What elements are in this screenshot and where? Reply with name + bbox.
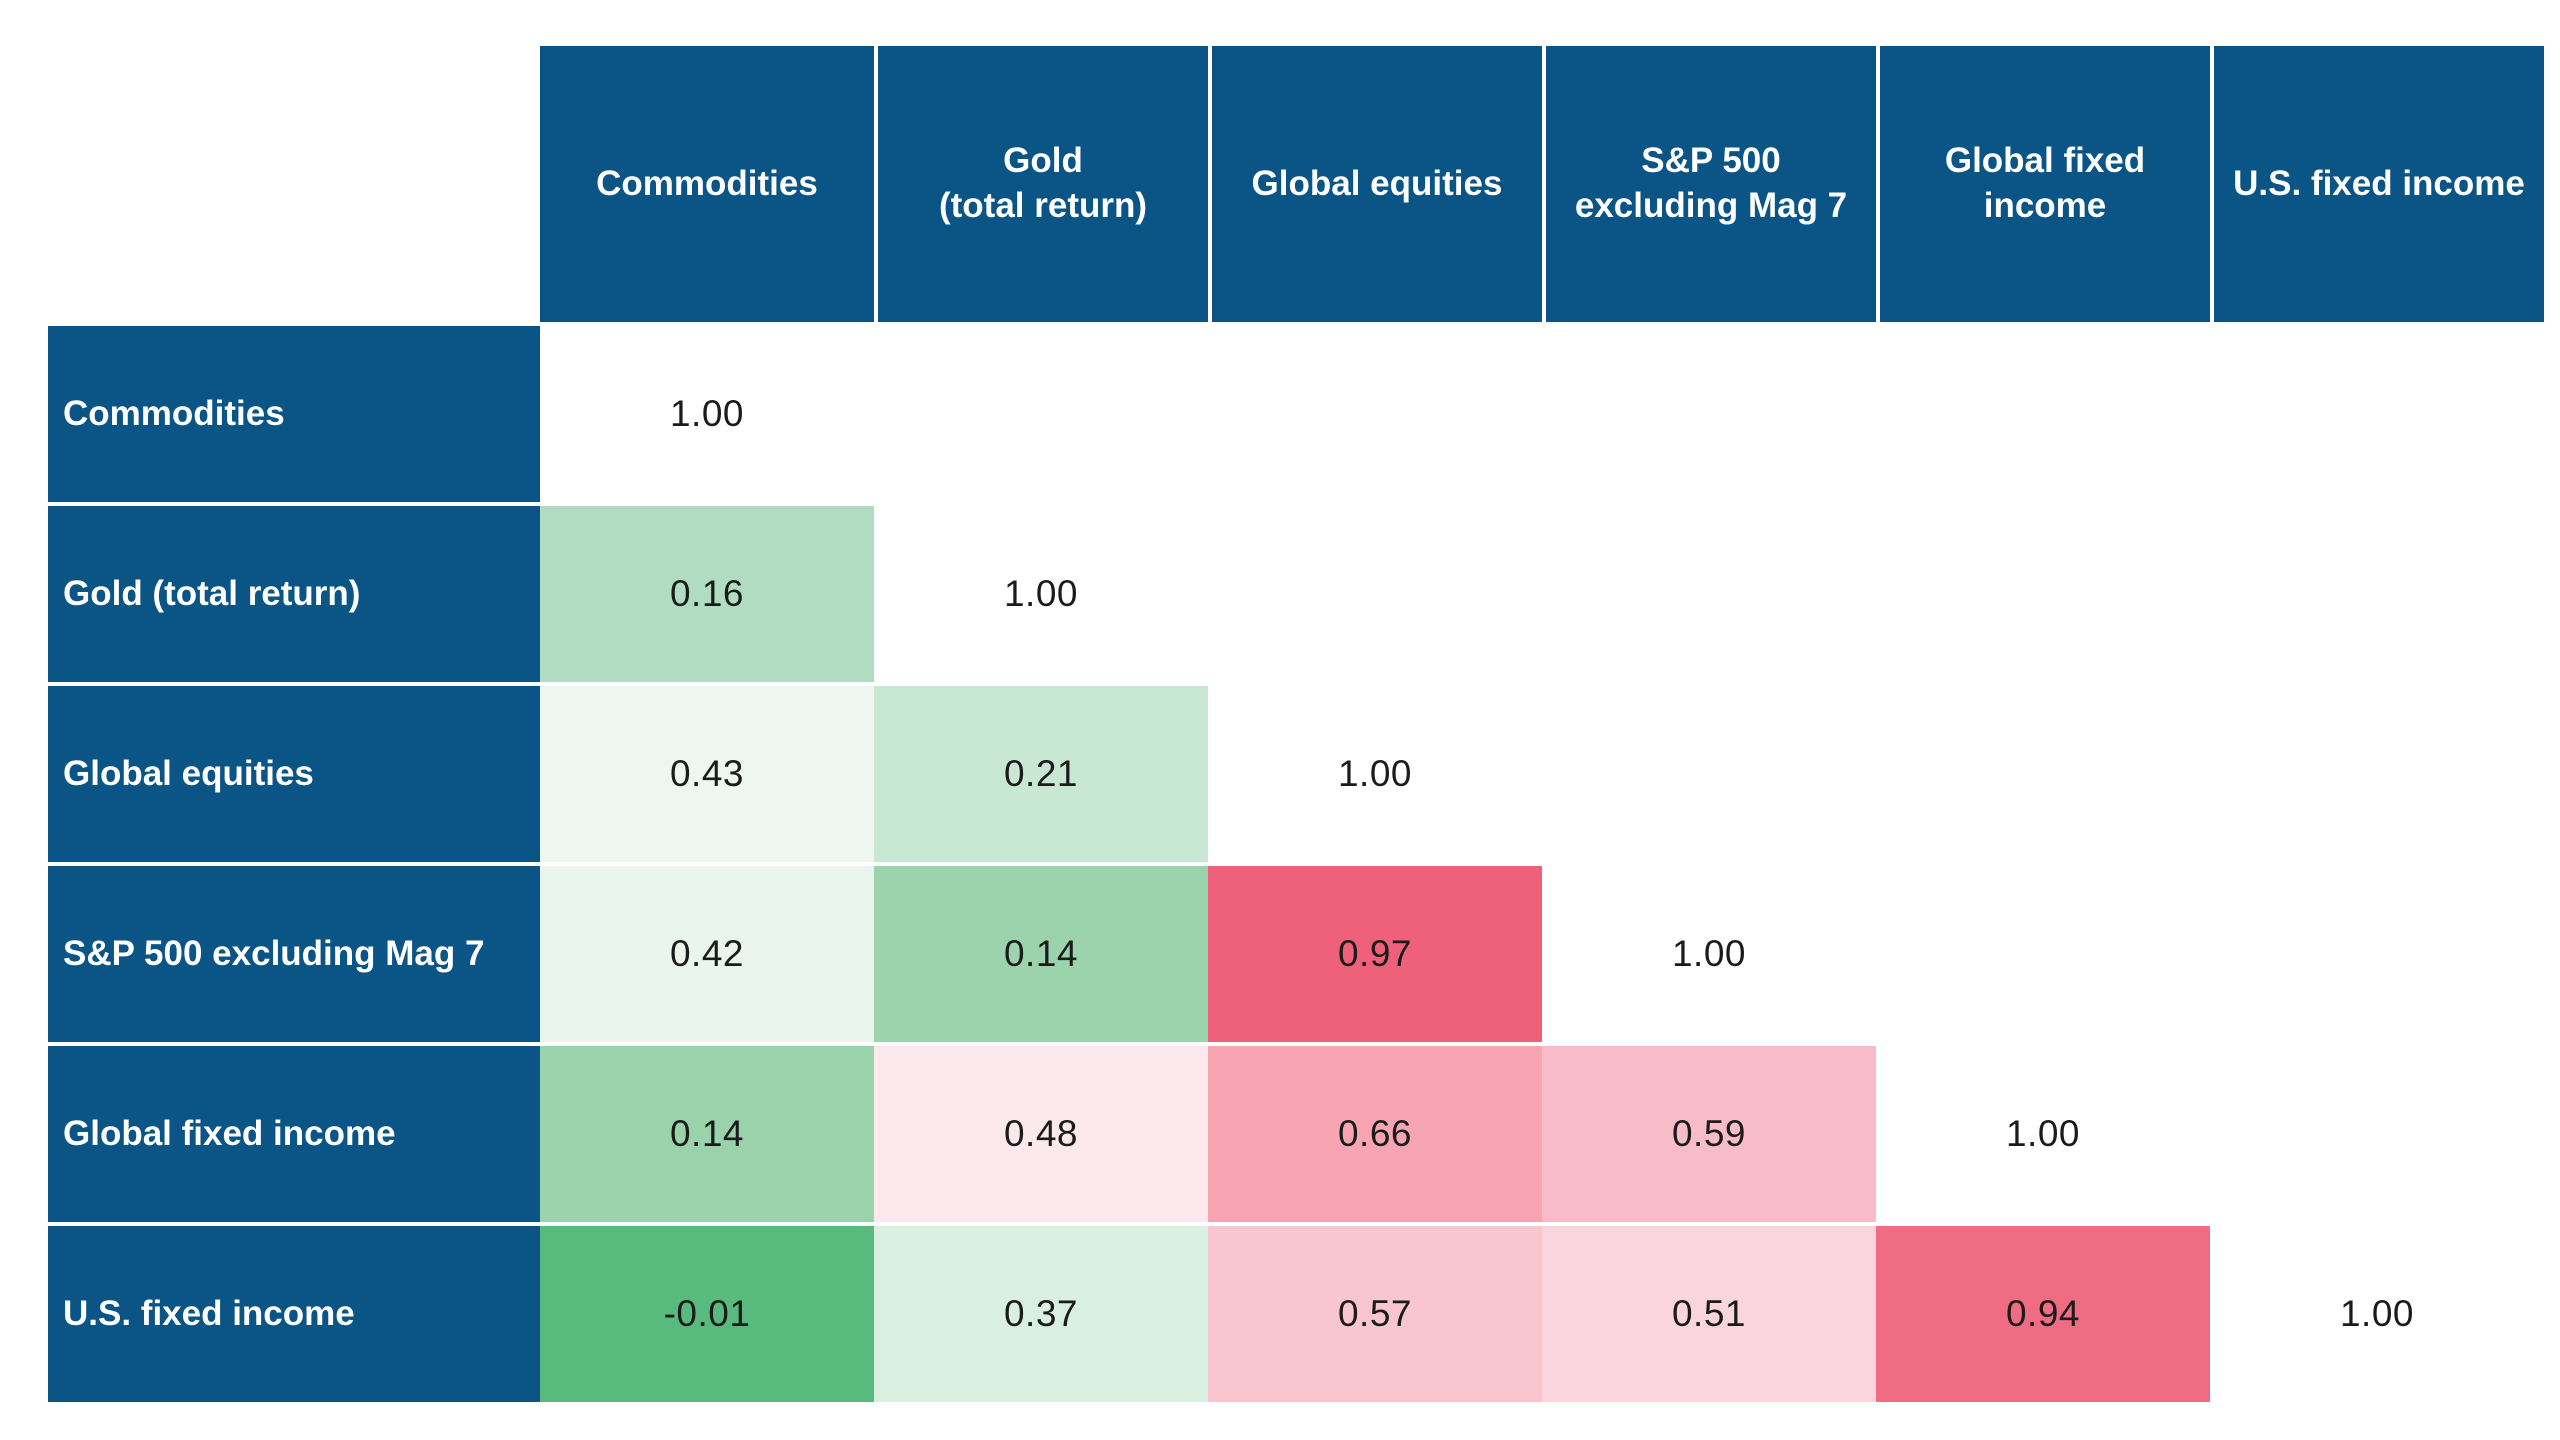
corner-spacer: [48, 46, 540, 322]
matrix-cell-globalfi-gold: 0.48: [874, 1046, 1208, 1222]
matrix-cell-globaleq-gold: 0.21: [874, 686, 1208, 862]
matrix-cell-blank: [2210, 686, 2544, 862]
matrix-cell-usfi-gold: 0.37: [874, 1226, 1208, 1402]
matrix-cell-sp500-commodities: 0.42: [540, 866, 874, 1042]
matrix-cell-blank: [2210, 1046, 2544, 1222]
row-header-global-fixed-income: Global fixed income: [48, 1046, 540, 1222]
matrix-cell-commodities-commodities: 1.00: [540, 326, 874, 502]
matrix-cell-globalfi-globaleq: 0.66: [1208, 1046, 1542, 1222]
matrix-cell-blank: [1876, 866, 2210, 1042]
matrix-cell-sp500-sp500: 1.00: [1542, 866, 1876, 1042]
matrix-cell-blank: [1542, 686, 1876, 862]
row-header-gold-total-return: Gold (total return): [48, 506, 540, 682]
matrix-cell-globaleq-globaleq: 1.00: [1208, 686, 1542, 862]
correlation-matrix-table: Commodities Gold (total return) Global e…: [48, 46, 2544, 1402]
matrix-cell-sp500-gold: 0.14: [874, 866, 1208, 1042]
matrix-cell-blank: [2210, 866, 2544, 1042]
matrix-cell-blank: [1542, 506, 1876, 682]
matrix-cell-usfi-globalfi: 0.94: [1876, 1226, 2210, 1402]
matrix-cell-usfi-sp500: 0.51: [1542, 1226, 1876, 1402]
matrix-cell-blank: [874, 326, 1208, 502]
column-header-gold-total-return: Gold (total return): [874, 46, 1208, 322]
column-header-global-equities: Global equities: [1208, 46, 1542, 322]
matrix-cell-blank: [2210, 326, 2544, 502]
row-header-sp500-excluding-mag7: S&P 500 excluding Mag 7: [48, 866, 540, 1042]
row-header-commodities: Commodities: [48, 326, 540, 502]
matrix-cell-blank: [1876, 686, 2210, 862]
column-header-us-fixed-income: U.S. fixed income: [2210, 46, 2544, 322]
matrix-cell-gold-commodities: 0.16: [540, 506, 874, 682]
matrix-cell-blank: [1208, 326, 1542, 502]
column-header-sp500-excluding-mag7: S&P 500 excluding Mag 7: [1542, 46, 1876, 322]
matrix-cell-blank: [1542, 326, 1876, 502]
matrix-cell-usfi-globaleq: 0.57: [1208, 1226, 1542, 1402]
matrix-cell-gold-gold: 1.00: [874, 506, 1208, 682]
matrix-cell-usfi-usfi: 1.00: [2210, 1226, 2544, 1402]
row-header-us-fixed-income: U.S. fixed income: [48, 1226, 540, 1402]
matrix-cell-globalfi-sp500: 0.59: [1542, 1046, 1876, 1222]
matrix-cell-blank: [2210, 506, 2544, 682]
matrix-cell-globalfi-commodities: 0.14: [540, 1046, 874, 1222]
matrix-cell-blank: [1876, 506, 2210, 682]
matrix-cell-globalfi-globalfi: 1.00: [1876, 1046, 2210, 1222]
matrix-cell-blank: [1208, 506, 1542, 682]
row-header-global-equities: Global equities: [48, 686, 540, 862]
column-header-commodities: Commodities: [540, 46, 874, 322]
column-header-global-fixed-income: Global fixed income: [1876, 46, 2210, 322]
matrix-cell-globaleq-commodities: 0.43: [540, 686, 874, 862]
matrix-cell-sp500-globaleq: 0.97: [1208, 866, 1542, 1042]
matrix-cell-blank: [1876, 326, 2210, 502]
matrix-cell-usfi-commodities: -0.01: [540, 1226, 874, 1402]
